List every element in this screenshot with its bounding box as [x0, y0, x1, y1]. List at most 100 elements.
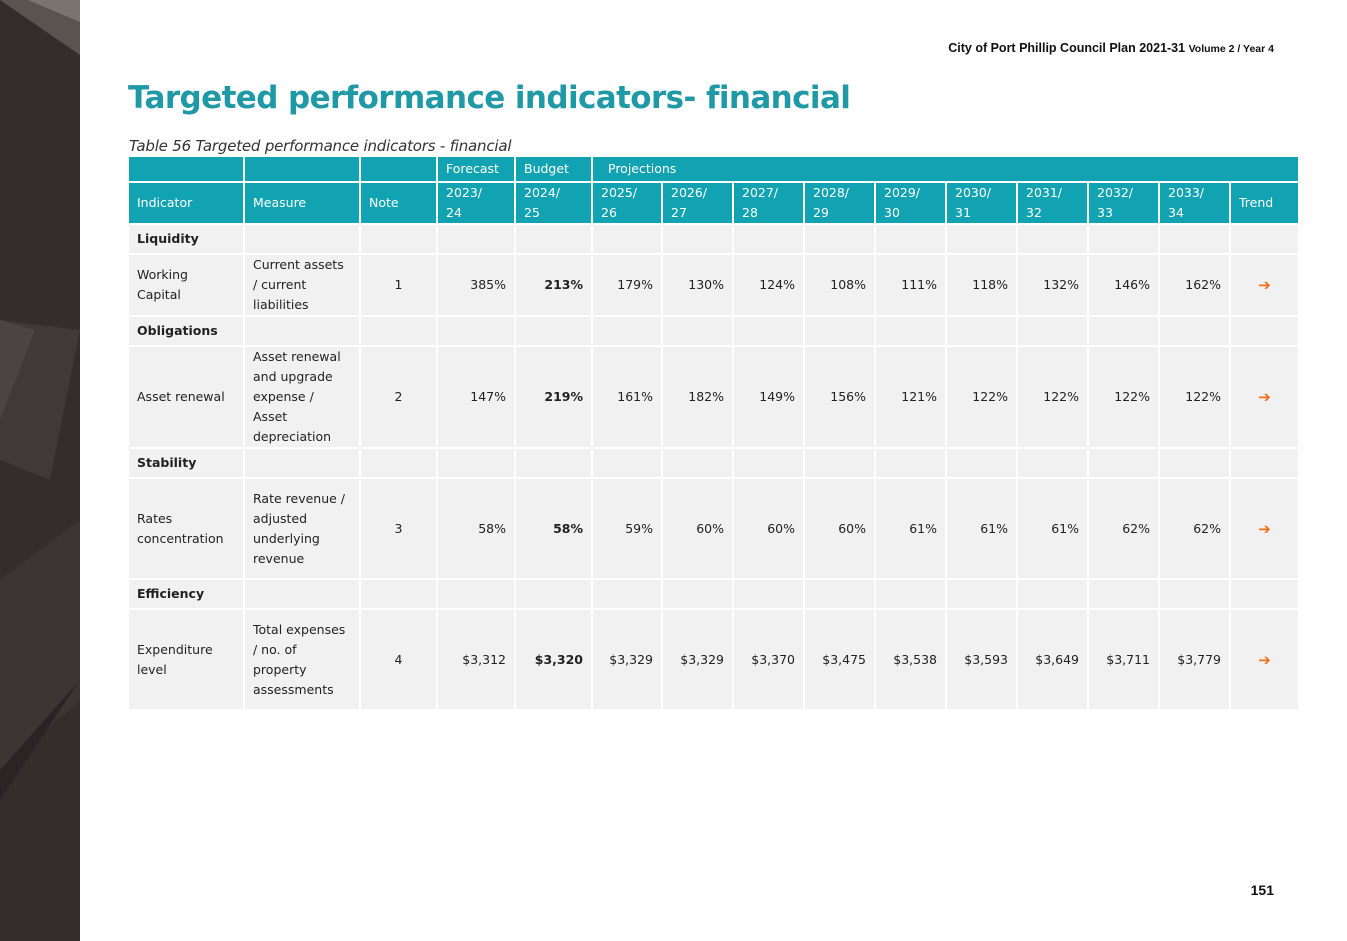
value-cell: $3,711: [1089, 610, 1158, 709]
table-caption: Table 56 Targeted performance indicators…: [129, 137, 512, 155]
empty-cell: [947, 317, 1016, 345]
empty-cell: [734, 449, 803, 477]
empty-cell: [245, 449, 359, 477]
empty-cell: [593, 317, 661, 345]
empty-cell: [805, 449, 874, 477]
header-projections-label: Projections: [608, 161, 677, 176]
right-arrow-icon: ➔: [1231, 347, 1299, 447]
header-forecast: Forecast: [438, 157, 514, 181]
table-column-header-row: Indicator Measure Note 2023/ 24 2024/ 25…: [129, 183, 1299, 223]
empty-cell: [876, 580, 945, 608]
empty-cell: [1018, 580, 1087, 608]
value-cell: 61%: [876, 479, 945, 578]
header-blank: [361, 157, 436, 181]
value-cell: 122%: [1018, 347, 1087, 447]
budget-value-cell: 219%: [516, 347, 591, 447]
empty-cell: [1018, 317, 1087, 345]
value-cell: 147%: [438, 347, 514, 447]
empty-cell: [438, 580, 514, 608]
value-cell: 122%: [1089, 347, 1158, 447]
budget-value-cell: 213%: [516, 255, 591, 315]
empty-cell: [876, 225, 945, 253]
category-row: Efficiency: [129, 580, 1299, 608]
value-cell: 161%: [593, 347, 661, 447]
empty-cell: [438, 317, 514, 345]
empty-cell: [438, 449, 514, 477]
value-cell: 124%: [734, 255, 803, 315]
empty-cell: [593, 580, 661, 608]
header-year: 2025/ 26: [593, 183, 661, 223]
page-title: Targeted performance indicators- financi…: [128, 80, 851, 116]
empty-cell: [1160, 580, 1229, 608]
category-label: Obligations: [129, 317, 243, 345]
empty-cell: [361, 580, 436, 608]
value-cell: 146%: [1089, 255, 1158, 315]
header-blank: [129, 157, 243, 181]
value-cell: 156%: [805, 347, 874, 447]
value-cell: 61%: [947, 479, 1016, 578]
header-year: 2033/ 34: [1160, 183, 1229, 223]
measure-cell: Current assets / current liabilities: [245, 255, 359, 315]
empty-cell: [663, 225, 732, 253]
value-cell: $3,593: [947, 610, 1016, 709]
empty-cell: [1231, 225, 1299, 253]
header-year: 2028/ 29: [805, 183, 874, 223]
empty-cell: [1160, 317, 1229, 345]
empty-cell: [1089, 317, 1158, 345]
document-volume: Volume 2 / Year 4: [1188, 43, 1274, 55]
table-row: Expenditure level Total expenses / no. of…: [129, 610, 1299, 709]
empty-cell: [361, 225, 436, 253]
empty-cell: [805, 225, 874, 253]
note-cell: 2: [361, 347, 436, 447]
empty-cell: [1089, 449, 1158, 477]
indicator-cell: Expenditure level: [129, 610, 243, 709]
empty-cell: [1089, 225, 1158, 253]
note-cell: 3: [361, 479, 436, 578]
empty-cell: [593, 449, 661, 477]
category-row: Stability: [129, 449, 1299, 477]
value-cell: 162%: [1160, 255, 1229, 315]
empty-cell: [245, 317, 359, 345]
empty-cell: [361, 317, 436, 345]
empty-cell: [947, 225, 1016, 253]
value-cell: 149%: [734, 347, 803, 447]
empty-cell: [734, 580, 803, 608]
value-cell: 182%: [663, 347, 732, 447]
empty-cell: [734, 225, 803, 253]
empty-cell: [876, 449, 945, 477]
value-cell: $3,475: [805, 610, 874, 709]
empty-cell: [1231, 449, 1299, 477]
value-cell: $3,312: [438, 610, 514, 709]
decorative-sidebar: [0, 0, 80, 941]
value-cell: 122%: [1160, 347, 1229, 447]
right-arrow-icon: ➔: [1231, 255, 1299, 315]
value-cell: 118%: [947, 255, 1016, 315]
header-projections: Projections: [593, 157, 1299, 181]
value-cell: 121%: [876, 347, 945, 447]
empty-cell: [1231, 317, 1299, 345]
empty-cell: [1018, 449, 1087, 477]
empty-cell: [1018, 225, 1087, 253]
value-cell: $3,370: [734, 610, 803, 709]
empty-cell: [947, 580, 1016, 608]
header-budget: Budget: [516, 157, 591, 181]
header-year: 2029/ 30: [876, 183, 945, 223]
empty-cell: [663, 580, 732, 608]
budget-value-cell: $3,320: [516, 610, 591, 709]
header-year: 2026/ 27: [663, 183, 732, 223]
empty-cell: [805, 317, 874, 345]
value-cell: 60%: [805, 479, 874, 578]
right-arrow-icon: ➔: [1231, 610, 1299, 709]
value-cell: 60%: [663, 479, 732, 578]
empty-cell: [1160, 225, 1229, 253]
empty-cell: [516, 317, 591, 345]
value-cell: 58%: [438, 479, 514, 578]
empty-cell: [438, 225, 514, 253]
value-cell: 108%: [805, 255, 874, 315]
category-label: Liquidity: [129, 225, 243, 253]
empty-cell: [516, 225, 591, 253]
header-year: 2030/ 31: [947, 183, 1016, 223]
document-title: City of Port Phillip Council Plan 2021-3…: [948, 41, 1186, 55]
table-row: Asset renewal Asset renewal and upgrade e…: [129, 347, 1299, 447]
empty-cell: [361, 449, 436, 477]
